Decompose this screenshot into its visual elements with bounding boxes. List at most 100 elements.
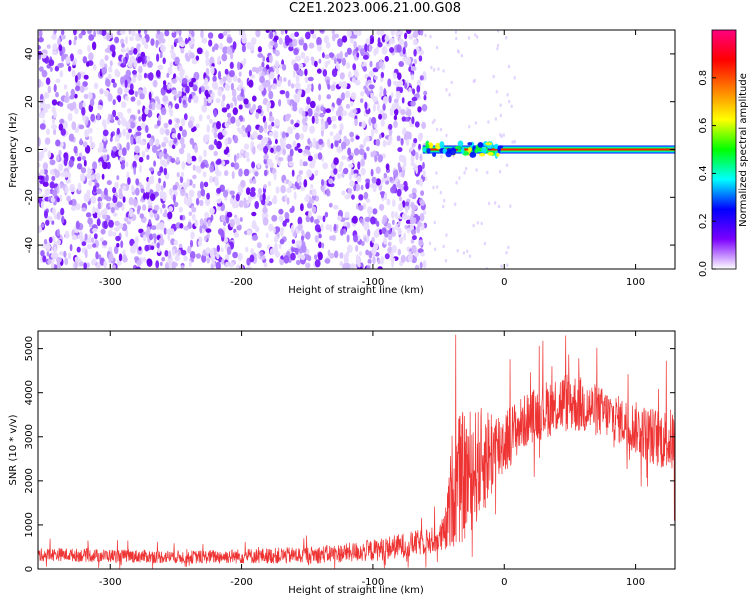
spectrogram-cell xyxy=(422,169,426,177)
spectrogram-cell xyxy=(64,257,69,266)
spectrogram-cell xyxy=(59,182,63,189)
spectrogram-cell xyxy=(142,192,147,200)
spectrogram-cell xyxy=(420,190,425,196)
spectrogram-cell xyxy=(397,227,402,236)
spectrogram-cell xyxy=(180,265,185,269)
spectrogram-cell xyxy=(476,221,480,225)
spectrogram-cell xyxy=(332,33,336,42)
spectrogram-cell xyxy=(208,175,214,184)
spectrogram-cell xyxy=(59,101,64,107)
spectrogram-cell xyxy=(96,218,101,227)
spectrogram-cell xyxy=(179,137,185,145)
spectrogram-cell xyxy=(240,188,244,193)
spectrogram-cell xyxy=(435,45,439,50)
spectrogram-cell xyxy=(46,251,50,257)
signal-blob xyxy=(477,142,484,148)
spectrogram-cell xyxy=(125,132,130,141)
spectrogram-cell xyxy=(394,108,399,116)
spectrogram-cell xyxy=(104,91,108,97)
spectrogram-cell xyxy=(269,71,275,80)
spectrogram-x-label: Height of straight line (km) xyxy=(288,285,424,296)
spectrogram-cell xyxy=(232,107,238,116)
spectrogram-cell xyxy=(96,112,101,121)
spectrogram-cell xyxy=(189,251,196,260)
spectrogram-cell xyxy=(372,103,376,112)
spectrogram-cell xyxy=(298,39,304,46)
spectrogram-cell xyxy=(178,71,185,77)
spectrogram-cell xyxy=(377,259,381,265)
spectrogram-cell xyxy=(45,219,50,226)
spectrogram-cell xyxy=(198,114,203,122)
spectrogram-cell xyxy=(259,251,264,257)
spectrogram-cell xyxy=(255,112,259,119)
spectrogram-cell xyxy=(344,90,351,99)
spectrogram-cell xyxy=(414,121,420,128)
spectrogram-cell xyxy=(130,184,135,193)
spectrogram-cell xyxy=(135,266,141,269)
spectrogram-cell xyxy=(274,50,280,57)
spectrogram-cell xyxy=(444,258,448,263)
spectrogram-cell xyxy=(388,123,393,130)
spectrogram-cell xyxy=(64,230,70,239)
spectrogram-cell xyxy=(41,147,48,153)
spectrogram-cell xyxy=(243,197,247,205)
spectrogram-cell xyxy=(81,241,87,247)
spectrogram-cell xyxy=(204,235,208,242)
spectrogram-cell xyxy=(393,115,398,121)
spectrogram-cell xyxy=(376,30,382,36)
spectrogram-cell xyxy=(285,143,292,150)
spectrogram-cell xyxy=(68,159,74,168)
spectrogram-cell xyxy=(354,70,359,78)
spectrogram-cell xyxy=(275,145,281,152)
spectrogram-cell xyxy=(144,43,149,49)
spectrogram-cell xyxy=(188,179,193,186)
spectrogram-cell xyxy=(128,30,132,35)
spectrogram-cell xyxy=(97,147,103,153)
spectrogram-cell xyxy=(392,199,396,208)
spectrogram-cell xyxy=(421,121,426,130)
spectrogram-cell xyxy=(318,58,322,64)
spectrogram-cell xyxy=(410,74,415,81)
spectrogram-cell xyxy=(201,104,208,113)
spectrogram-cell xyxy=(510,104,513,109)
spectrogram-cell xyxy=(418,55,423,62)
spectrogram-cell xyxy=(322,215,326,223)
spectrogram-cell xyxy=(347,187,353,194)
spectrogram-cell xyxy=(43,92,50,99)
spectrogram-cell xyxy=(169,188,173,196)
spectrogram-cell xyxy=(392,183,397,192)
spectrogram-cell xyxy=(292,105,298,112)
spectrogram-cell xyxy=(222,189,229,198)
spectrogram-cell xyxy=(202,171,207,178)
spectrogram-cell xyxy=(181,161,186,170)
spectrogram-cell xyxy=(217,132,224,140)
spectrogram-cell xyxy=(237,77,241,83)
spectrogram-cell xyxy=(496,30,500,33)
spectrogram-cell xyxy=(38,182,41,188)
spectrogram-cell xyxy=(149,233,154,241)
spectrogram-cell xyxy=(380,118,385,127)
spectrogram-cell xyxy=(238,71,242,77)
spectrogram-cell xyxy=(410,238,415,244)
spectrogram-cell xyxy=(136,207,140,215)
spectrogram-cell xyxy=(86,173,92,180)
spectrogram-cell xyxy=(192,174,197,180)
spectrogram-cell xyxy=(316,44,323,52)
spectrogram-cell xyxy=(82,155,86,161)
spectrogram-cell xyxy=(374,155,378,163)
spectrogram-cell xyxy=(95,172,101,181)
spectrogram-cell xyxy=(227,152,231,158)
spectrogram-cell xyxy=(245,127,249,134)
spectrogram-cell xyxy=(222,94,226,102)
spectrogram-cell xyxy=(183,226,190,231)
spectrogram-cell xyxy=(291,239,296,244)
spectrogram-cell xyxy=(394,211,398,220)
spectrogram-cell xyxy=(176,172,180,178)
spectrogram-cell xyxy=(378,59,384,69)
spectrogram-cell xyxy=(146,133,152,139)
spectrogram-cell xyxy=(132,70,137,75)
spectrogram-cell xyxy=(297,176,302,182)
spectrogram-cell xyxy=(272,226,276,234)
spectrogram-cell xyxy=(124,79,128,89)
spectrogram-cell xyxy=(144,244,150,252)
